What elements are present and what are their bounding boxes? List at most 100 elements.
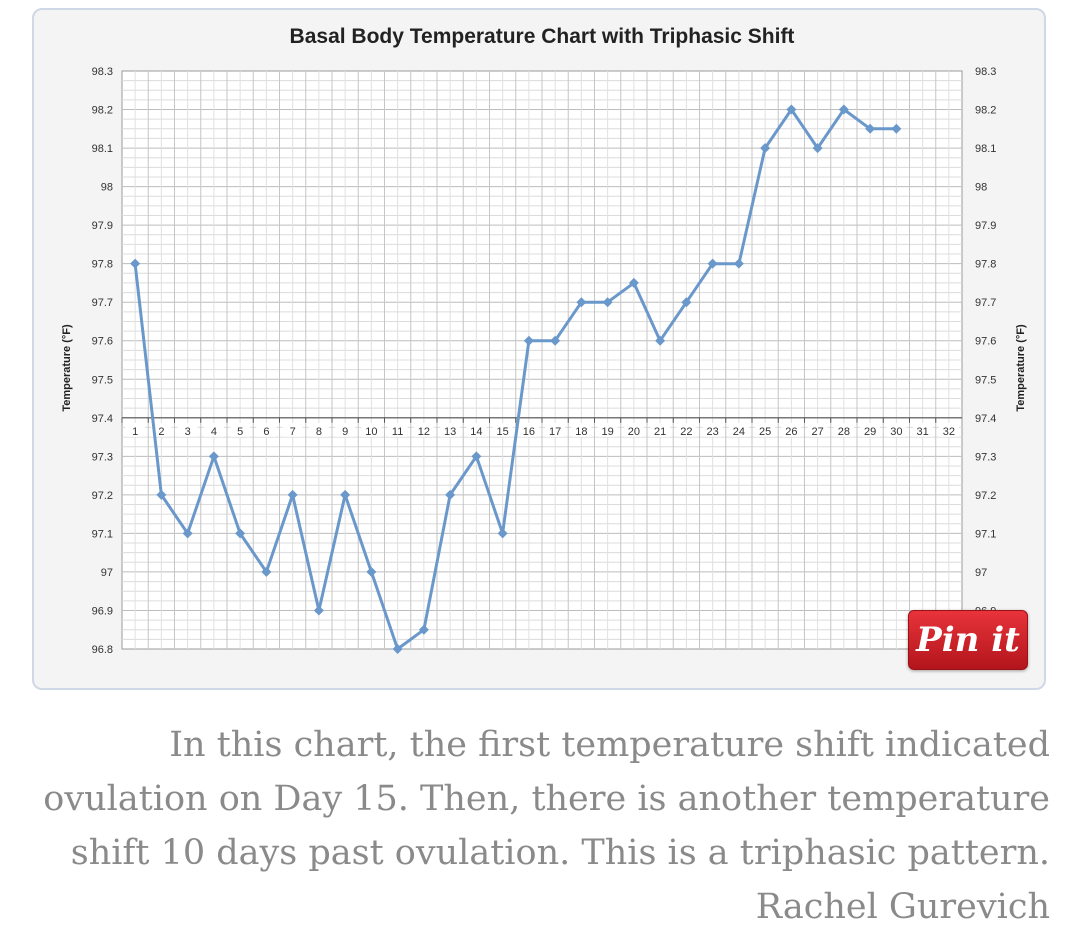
y-tick-label-right: 98.2 xyxy=(975,105,996,117)
y-tick-label-right: 97.1 xyxy=(975,528,996,540)
data-point xyxy=(602,297,613,308)
y-tick-label: 97.4 xyxy=(92,413,113,425)
x-tick-label-bg xyxy=(702,422,723,437)
x-tick-label-bg xyxy=(650,422,671,437)
x-tick-label-bg xyxy=(571,422,592,437)
y-axis-label-left: Temperature (°F) xyxy=(61,324,73,412)
data-point xyxy=(313,605,324,616)
x-tick-label-bg xyxy=(335,422,356,437)
x-tick-label-bg xyxy=(912,422,933,437)
axes: 96.896.896.996.9979797.197.197.297.297.3… xyxy=(92,66,997,656)
data-point xyxy=(340,489,351,500)
chart-frame: Basal Body Temperature Chart with Tripha… xyxy=(32,8,1046,690)
series-line xyxy=(133,108,897,651)
x-tick-label: 7 xyxy=(290,426,296,438)
x-tick-label-bg xyxy=(781,422,802,437)
data-point xyxy=(156,489,167,500)
x-tick-label-bg xyxy=(938,422,959,437)
data-point xyxy=(628,277,639,288)
x-tick-label: 13 xyxy=(444,426,456,438)
y-tick-label-right: 97.2 xyxy=(975,490,996,502)
x-tick-label: 9 xyxy=(342,426,348,438)
y-tick-label: 97.8 xyxy=(92,259,113,271)
y-tick-label: 97 xyxy=(101,567,113,579)
pin-it-button[interactable]: Pin it xyxy=(908,610,1028,670)
x-tick-label: 28 xyxy=(838,426,850,438)
x-tick-label: 20 xyxy=(628,426,640,438)
y-tick-label: 98.1 xyxy=(92,143,113,155)
x-tick-label-bg xyxy=(177,422,198,437)
y-tick-label: 98 xyxy=(101,182,113,194)
y-tick-label: 96.9 xyxy=(92,605,113,617)
y-tick-label: 96.8 xyxy=(92,644,113,656)
y-tick-label: 97.7 xyxy=(92,297,113,309)
x-tick-label: 16 xyxy=(523,426,535,438)
y-axis-label-right: Temperature (°F) xyxy=(1015,324,1027,412)
y-tick-label-right: 97 xyxy=(975,567,987,579)
data-point xyxy=(392,644,403,654)
x-tick-label: 26 xyxy=(785,426,797,438)
x-tick-label: 18 xyxy=(575,426,587,438)
data-point xyxy=(208,451,219,462)
x-tick-label: 14 xyxy=(470,426,482,438)
x-tick-label-bg xyxy=(440,422,461,437)
x-tick-label: 22 xyxy=(680,426,692,438)
data-point xyxy=(287,489,298,500)
data-point xyxy=(130,258,141,269)
grid xyxy=(121,70,963,650)
y-tick-label-right: 98 xyxy=(975,182,987,194)
data-point xyxy=(366,566,377,577)
x-tick-label: 12 xyxy=(418,426,430,438)
x-tick-label: 25 xyxy=(759,426,771,438)
data-point xyxy=(576,297,587,308)
y-tick-label-right: 97.4 xyxy=(975,413,996,425)
x-tick-label-bg xyxy=(886,422,907,437)
y-tick-label: 97.1 xyxy=(92,528,113,540)
x-tick-label: 29 xyxy=(864,426,876,438)
x-tick-label-bg xyxy=(230,422,251,437)
y-tick-label: 98.3 xyxy=(92,66,113,78)
y-tick-label-right: 98.3 xyxy=(975,66,996,78)
chart-title: Basal Body Temperature Chart with Tripha… xyxy=(290,25,795,48)
x-tick-label-bg xyxy=(833,422,854,437)
data-point xyxy=(707,258,718,269)
y-tick-label-right: 97.6 xyxy=(975,336,996,348)
x-tick-label-bg xyxy=(466,422,487,437)
data-point xyxy=(497,528,508,539)
x-tick-label: 19 xyxy=(602,426,614,438)
data-point xyxy=(418,624,429,635)
data-point xyxy=(182,528,193,539)
x-tick-label: 5 xyxy=(237,426,243,438)
x-tick-label-bg xyxy=(518,422,539,437)
data-point xyxy=(812,143,823,154)
x-tick-label-bg xyxy=(728,422,749,437)
data-point xyxy=(733,258,744,269)
x-tick-label: 1 xyxy=(132,426,138,438)
x-tick-label: 4 xyxy=(211,426,217,438)
series-layer xyxy=(130,104,902,654)
y-tick-label-right: 97.7 xyxy=(975,297,996,309)
caption: In this chart, the first temperature shi… xyxy=(30,718,1050,934)
data-point xyxy=(235,528,246,539)
y-tick-label-right: 97.9 xyxy=(975,220,996,232)
y-tick-label: 97.6 xyxy=(92,336,113,348)
x-tick-label-bg xyxy=(151,422,172,437)
x-tick-label-bg xyxy=(597,422,618,437)
x-tick-label: 23 xyxy=(707,426,719,438)
x-tick-label-bg xyxy=(125,422,146,437)
data-point xyxy=(471,451,482,462)
caption-text: In this chart, the first temperature shi… xyxy=(43,725,1050,873)
y-tick-label-right: 98.1 xyxy=(975,143,996,155)
x-tick-label: 6 xyxy=(263,426,269,438)
x-tick-label-bg xyxy=(545,422,566,437)
x-tick-label: 24 xyxy=(733,426,745,438)
x-tick-label: 3 xyxy=(185,426,191,438)
x-tick-label: 8 xyxy=(316,426,322,438)
x-tick-label: 11 xyxy=(392,426,403,438)
x-tick-label: 31 xyxy=(917,426,929,438)
y-tick-label: 98.2 xyxy=(92,105,113,117)
data-point xyxy=(445,489,456,500)
data-point xyxy=(891,123,902,134)
x-tick-label-bg xyxy=(676,422,697,437)
x-tick-label-bg xyxy=(413,422,434,437)
